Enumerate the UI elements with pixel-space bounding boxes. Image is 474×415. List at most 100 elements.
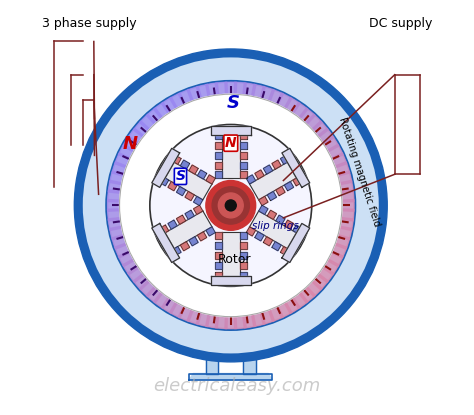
Wedge shape [303,114,322,133]
Polygon shape [250,211,296,249]
Wedge shape [196,309,210,327]
Polygon shape [272,242,281,251]
Polygon shape [168,220,177,229]
Polygon shape [240,272,246,279]
Wedge shape [133,121,152,139]
Wedge shape [275,299,292,318]
Wedge shape [234,82,246,98]
Wedge shape [234,312,246,329]
Polygon shape [159,225,169,234]
Polygon shape [215,262,222,269]
Polygon shape [189,237,198,246]
Polygon shape [159,177,169,186]
Polygon shape [282,148,310,188]
Wedge shape [139,278,158,297]
Polygon shape [250,162,296,200]
Wedge shape [133,271,152,290]
Wedge shape [108,209,124,221]
Wedge shape [290,103,308,121]
Polygon shape [222,232,240,276]
Polygon shape [215,252,222,259]
Text: electricaleasy.com: electricaleasy.com [154,377,320,395]
Wedge shape [251,309,265,327]
Polygon shape [281,247,290,256]
Circle shape [74,49,387,362]
Polygon shape [255,232,264,241]
Wedge shape [123,136,142,154]
Wedge shape [259,86,274,105]
Polygon shape [240,232,246,239]
Wedge shape [283,295,300,313]
Polygon shape [165,211,212,249]
Wedge shape [118,250,137,266]
Circle shape [150,124,312,286]
Polygon shape [282,223,310,263]
Wedge shape [112,234,130,249]
Wedge shape [337,217,353,230]
Wedge shape [332,162,350,177]
Circle shape [82,56,380,355]
Wedge shape [154,290,172,308]
Wedge shape [259,306,274,325]
Polygon shape [211,126,251,135]
Polygon shape [215,161,222,168]
Wedge shape [297,108,315,127]
Wedge shape [297,284,315,303]
Polygon shape [215,142,222,149]
Wedge shape [109,225,127,240]
Polygon shape [180,242,190,251]
Wedge shape [118,144,137,161]
Wedge shape [206,311,219,328]
Wedge shape [112,162,130,177]
Polygon shape [152,148,180,188]
Wedge shape [123,257,142,275]
Wedge shape [325,250,343,266]
Polygon shape [259,205,268,215]
Wedge shape [303,278,322,297]
Polygon shape [206,175,215,184]
Wedge shape [290,290,308,308]
Wedge shape [162,98,179,116]
Wedge shape [178,303,194,322]
Polygon shape [240,262,246,269]
Polygon shape [152,223,180,263]
Polygon shape [215,171,222,178]
Wedge shape [267,303,283,322]
Wedge shape [243,83,256,100]
Wedge shape [315,128,334,146]
Polygon shape [193,205,203,215]
Wedge shape [325,144,343,161]
Polygon shape [215,242,222,249]
Wedge shape [215,82,228,98]
Wedge shape [206,83,219,100]
Polygon shape [293,225,302,234]
Polygon shape [215,272,222,279]
Wedge shape [115,153,133,169]
Polygon shape [206,359,219,374]
Wedge shape [187,86,202,105]
Polygon shape [240,152,246,159]
Wedge shape [332,234,350,249]
Text: Rotor: Rotor [218,253,252,266]
Polygon shape [215,232,222,239]
Circle shape [212,187,249,224]
Text: slip rings: slip rings [252,221,298,231]
Wedge shape [337,181,353,194]
Polygon shape [293,177,302,186]
Polygon shape [176,186,186,196]
Polygon shape [240,132,246,139]
Polygon shape [189,165,198,174]
Wedge shape [310,271,328,290]
Text: 3 phase supply: 3 phase supply [42,17,137,29]
Wedge shape [128,265,146,283]
Polygon shape [193,196,203,205]
Wedge shape [196,84,210,102]
Wedge shape [310,121,328,139]
Wedge shape [334,171,352,186]
Polygon shape [240,161,246,168]
Wedge shape [108,217,125,230]
Text: N: N [122,135,137,153]
Wedge shape [320,257,339,275]
Wedge shape [162,295,179,313]
Polygon shape [240,252,246,259]
